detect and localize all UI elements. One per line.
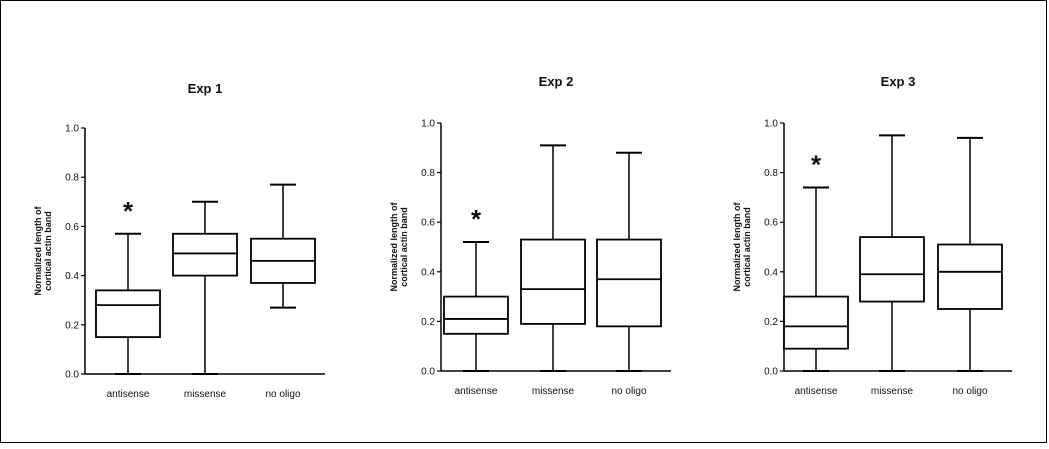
y-tick-label: 0.2 (421, 317, 435, 328)
y-tick-label: 0.4 (65, 271, 79, 282)
y-tick-label: 1.0 (764, 119, 778, 130)
iqr-box (859, 236, 925, 303)
y-tick-label: 0.2 (764, 317, 778, 328)
box-missense (172, 200, 238, 375)
y-tick-label: 0.8 (421, 168, 435, 179)
y-tick-label: 0.6 (421, 218, 435, 229)
box-no-oligo (937, 136, 1003, 372)
y-tick-label: 0.4 (421, 267, 435, 278)
y-tick-label: 0.0 (764, 367, 778, 378)
y-tick-label: 0.8 (65, 173, 79, 184)
significance-asterisk: * (471, 204, 482, 234)
y-axis-label: Normalized length of (33, 206, 43, 296)
chart-panel-1: Exp 1 0.0 0.2 0.4 0.6 0.8 1.0 Normalized length… (33, 81, 325, 400)
y-axis-label: cortical actin band (399, 207, 409, 287)
iqr-box (937, 243, 1003, 310)
y-axis-label: Normalized length of (732, 202, 742, 292)
x-category-label: missense (871, 386, 914, 397)
box-no-oligo (596, 151, 662, 372)
x-category-label: no oligo (611, 386, 646, 397)
y-axis-label: cortical actin band (43, 211, 53, 291)
box-antisense (95, 232, 161, 375)
iqr-box (596, 238, 662, 328)
x-category-label: no oligo (952, 386, 987, 397)
x-category-label: antisense (795, 386, 838, 397)
chart-panel-2: Exp 2 0.0 0.2 0.4 0.6 0.8 1.0 Normalized length… (389, 74, 671, 397)
chart-title: Exp 3 (881, 74, 916, 89)
y-axis-label: Normalized length of (389, 202, 399, 292)
y-axis-label: cortical actin band (742, 207, 752, 287)
iqr-box (95, 289, 161, 338)
y-tick-label: 0.4 (764, 267, 778, 278)
x-category-label: antisense (107, 389, 150, 400)
y-tick-label: 1.0 (65, 124, 79, 135)
y-tick-label: 0.0 (421, 367, 435, 378)
box-antisense (443, 241, 509, 372)
y-tick-label: 0.6 (65, 222, 79, 233)
x-category-label: antisense (455, 386, 498, 397)
y-tick-label: 0.6 (764, 218, 778, 229)
box-antisense (783, 186, 849, 372)
iqr-box (172, 232, 238, 277)
box-missense (520, 144, 586, 372)
significance-asterisk: * (811, 149, 822, 179)
y-tick-label: 1.0 (421, 119, 435, 130)
x-category-label: no oligo (265, 389, 300, 400)
y-tick-label: 0.2 (65, 320, 79, 331)
chart-title: Exp 1 (188, 81, 223, 96)
iqr-box (783, 295, 849, 350)
y-tick-label: 0.8 (764, 168, 778, 179)
chart-panel-3: Exp 3 0.0 0.2 0.4 0.6 0.8 1.0 Normalized length… (732, 74, 1012, 397)
significance-asterisk: * (123, 196, 134, 226)
y-tick-label: 0.0 (65, 370, 79, 381)
x-category-label: missense (532, 386, 575, 397)
iqr-box (520, 238, 586, 325)
box-no-oligo (250, 183, 316, 309)
chart-title: Exp 2 (539, 74, 574, 89)
x-category-label: missense (184, 389, 227, 400)
iqr-box (443, 295, 509, 335)
box-missense (859, 134, 925, 372)
